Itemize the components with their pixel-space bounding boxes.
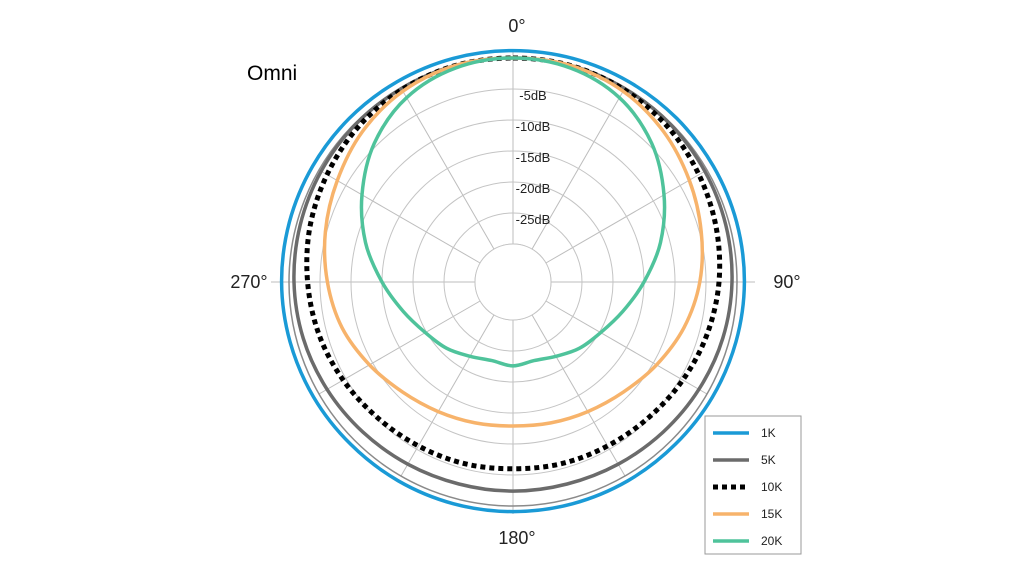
r-tick-label: -5dB bbox=[519, 88, 546, 103]
series-line-10K bbox=[304, 55, 723, 472]
grid-ring bbox=[319, 88, 707, 476]
chart-title: Omni bbox=[247, 62, 298, 85]
series-layer bbox=[279, 48, 747, 514]
legend-label-20K: 20K bbox=[761, 534, 782, 548]
legend-label-10K: 10K bbox=[761, 480, 782, 494]
legend: 1K 5K 10K 15K 20K bbox=[704, 415, 802, 555]
r-tick-label: -25dB bbox=[516, 212, 551, 227]
grid-ring bbox=[443, 212, 583, 352]
grid-ring bbox=[350, 119, 676, 445]
legend-label-1K: 1K bbox=[761, 426, 776, 440]
grid-center bbox=[474, 243, 552, 321]
angle-label-270: 270° bbox=[230, 272, 267, 292]
r-tick-label: -20dB bbox=[516, 181, 551, 196]
legend-label-5K: 5K bbox=[761, 453, 776, 467]
series-line-20K bbox=[359, 56, 667, 368]
r-tick-label: -10dB bbox=[516, 119, 551, 134]
polar-grid bbox=[271, 50, 755, 514]
r-tick-label: -15dB bbox=[516, 150, 551, 165]
legend-box bbox=[704, 415, 802, 555]
angle-label-0: 0° bbox=[508, 16, 525, 36]
label-layer: -5dB -10dB -15dB -20dB -25dB 0° 90° 180° 270° bbox=[230, 16, 800, 548]
legend-label-15K: 15K bbox=[761, 507, 782, 521]
series-line-15K bbox=[322, 56, 705, 428]
series-line-5K bbox=[292, 56, 734, 493]
grid-ring bbox=[412, 181, 614, 383]
series-line-1K bbox=[279, 48, 747, 514]
angle-label-180: 180° bbox=[498, 528, 535, 548]
angle-label-90: 90° bbox=[773, 272, 800, 292]
